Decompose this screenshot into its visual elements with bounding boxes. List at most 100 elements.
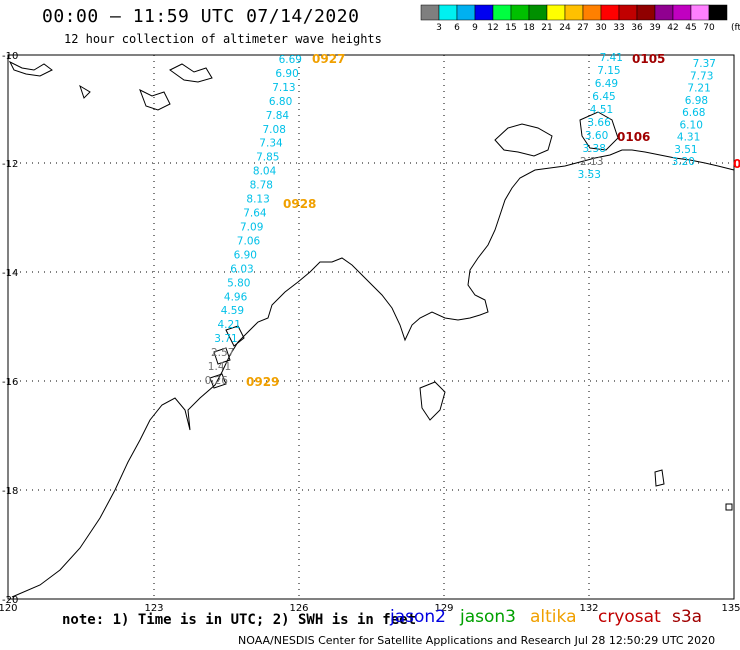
wave-height-value: 8.13 [246, 194, 269, 206]
wave-height-value: 5.80 [227, 277, 250, 289]
longitude-labels: 120 123 126 129 132 135 [0, 603, 740, 614]
colorbar-label: 27 [577, 23, 588, 33]
colorbar-label: 6 [454, 23, 460, 33]
colorbar-label: 30 [595, 23, 607, 33]
wave-height-value: 6.80 [269, 96, 292, 108]
wave-height-value: 4.96 [224, 291, 248, 303]
wave-height-value: 3.38 [583, 143, 606, 155]
wave-height-value: 3.20 [672, 156, 695, 168]
pass-label: 0105 [632, 52, 665, 66]
wave-height-value: 6.69 [279, 54, 302, 66]
wave-height-value: 3.71 [214, 333, 237, 345]
pass-label: 0929 [246, 375, 279, 389]
lat-label: -12 [2, 159, 18, 170]
wave-height-value: 4.31 [677, 132, 700, 144]
wave-height-value: 7.15 [597, 65, 620, 77]
colorbar-swatch [654, 4, 674, 21]
colorbar-label: 33 [613, 23, 624, 33]
lat-label: -18 [2, 486, 18, 497]
colorbar-label: 18 [523, 23, 535, 33]
pass-label: 0927 [312, 52, 345, 66]
colorbar-swatch [690, 4, 710, 21]
wave-height-value: 7.08 [263, 124, 286, 136]
colorbar-swatch [492, 4, 512, 21]
colorbar-label: 70 [703, 23, 715, 33]
wave-height-value: 7.37 [693, 58, 716, 70]
pass-label: 0928 [283, 197, 316, 211]
lat-label: -10 [2, 51, 18, 62]
page-title: 00:00 – 11:59 UTC 07/14/2020 [42, 6, 360, 27]
wave-height-value: 6.03 [230, 263, 253, 275]
wave-height-value: 2.13 [580, 156, 603, 168]
page-subtitle: 12 hour collection of altimeter wave hei… [64, 32, 382, 46]
pass-labels: 0927 0928 0929 0105 0106 0 [246, 52, 740, 389]
lat-label: -20 [2, 595, 18, 606]
wave-height-value: 7.06 [237, 235, 261, 247]
wave-height-value: 2.57 [211, 347, 234, 359]
wave-height-value: 1.41 [208, 361, 231, 373]
colorbar-swatch [528, 4, 548, 21]
colorbar-swatch [600, 4, 620, 21]
colorbar-label: 42 [667, 23, 678, 33]
lon-label: 132 [579, 603, 598, 614]
wave-height-value: 8.04 [253, 166, 277, 178]
colorbar-swatch [438, 4, 458, 21]
wave-height-value: 4.59 [221, 305, 244, 317]
wave-height-value: 7.21 [687, 83, 710, 95]
wave-height-value: 7.84 [266, 110, 290, 122]
latitude-labels: -10 -12 -14 -16 -18 -20 [2, 51, 18, 606]
colorbar-swatch [474, 4, 494, 21]
legend-cryosat: cryosat [598, 607, 661, 627]
wave-height-value: 7.34 [259, 138, 283, 150]
colorbar-label: 36 [631, 23, 643, 33]
wave-height-value: 6.45 [592, 91, 615, 103]
colorbar-label: 45 [685, 23, 696, 33]
wave-height-value: 0.26 [205, 375, 229, 387]
wave-height-value: 3.66 [587, 117, 611, 129]
colorbar-swatch [708, 4, 728, 21]
colorbar-label: 15 [505, 23, 516, 33]
footer-note: note: 1) Time is in UTC; 2) SWH is in fe… [62, 612, 417, 628]
wave-height-value: 6.90 [234, 249, 257, 261]
wave-height-value: 8.78 [250, 180, 273, 192]
legend-s3a: s3a [672, 607, 703, 627]
wave-height-value: 7.09 [240, 222, 263, 234]
lon-label: 123 [144, 603, 163, 614]
legend-altika: altika [530, 607, 577, 627]
wave-height-tracks: 6.69 6.90 7.13 6.80 7.84 7.08 7.34 7.85 8.04 8.78… [205, 52, 716, 387]
pass-label: 0106 [617, 130, 650, 144]
wave-height-value: 6.98 [685, 95, 708, 107]
colorbar-swatch [420, 4, 440, 21]
wave-height-value: 7.64 [243, 208, 267, 220]
colorbar-label: 9 [472, 23, 478, 33]
colorbar-label: 21 [541, 23, 552, 33]
wave-height-value: 4.21 [218, 319, 241, 331]
wave-height-value: 6.68 [682, 107, 705, 119]
lon-label: 129 [434, 603, 453, 614]
credit-line: NOAA/NESDIS Center for Satellite Applica… [238, 634, 716, 647]
wave-height-value: 3.51 [674, 144, 697, 156]
coastline [8, 60, 735, 598]
legend-jason2: jason2 [390, 607, 446, 627]
wave-height-value: 7.73 [690, 70, 713, 82]
wave-height-value: 3.60 [585, 130, 608, 142]
colorbar-label: 12 [487, 23, 498, 33]
colorbar-swatch [564, 4, 584, 21]
colorbar-swatch [618, 4, 638, 21]
lon-label: 120 [0, 603, 18, 614]
colorbar-label: 3 [436, 23, 442, 33]
colorbar-swatch [546, 4, 566, 21]
wave-height-value: 6.49 [595, 78, 618, 90]
wave-height-value: 4.51 [590, 104, 613, 116]
wave-height-value: 7.85 [256, 152, 279, 164]
colorbar-swatch [636, 4, 656, 21]
colorbar-swatch [510, 4, 530, 21]
colorbar-label: 39 [649, 23, 661, 33]
colorbar-swatch [456, 4, 476, 21]
plot-frame [7, 54, 735, 600]
wave-height-value: 7.13 [272, 82, 295, 94]
colorbar-unit: (ft) [731, 23, 740, 33]
lat-label: -14 [2, 268, 18, 279]
lat-label: -16 [2, 377, 18, 388]
